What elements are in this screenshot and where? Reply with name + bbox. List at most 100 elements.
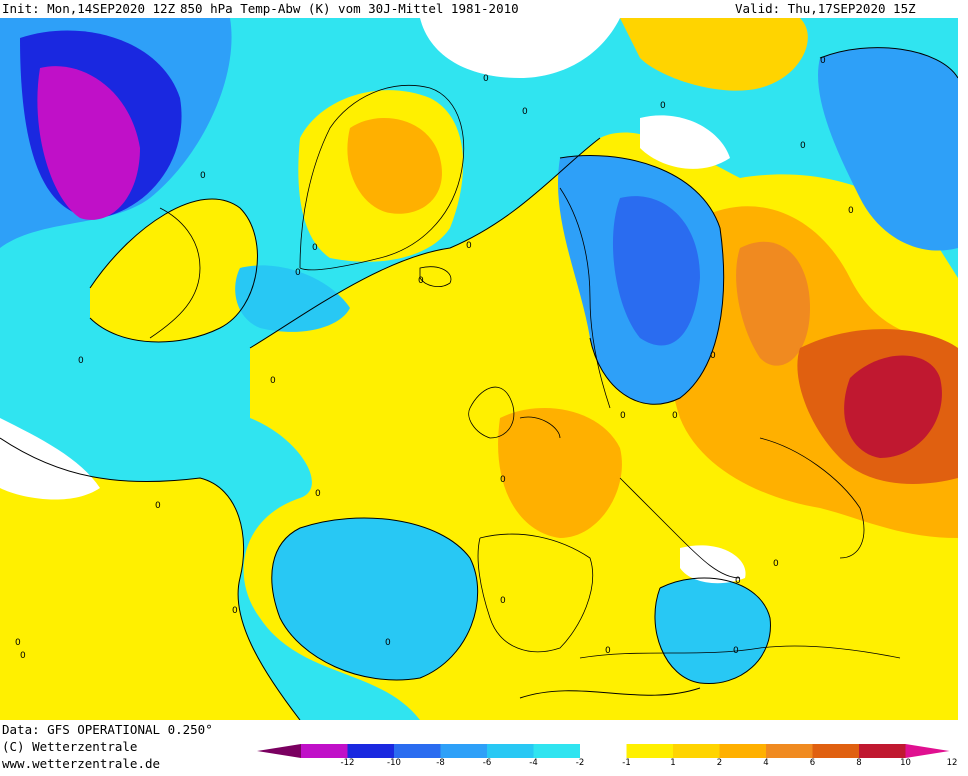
contour-label: 0 <box>500 596 506 606</box>
contour-line <box>89 198 258 343</box>
contour-label: 0 <box>820 56 826 66</box>
website: www.wetterzentrale.de <box>2 756 161 771</box>
contour-label: 0 <box>522 107 528 117</box>
copyright: (C) Wetterzentrale <box>2 739 138 754</box>
extreme-cold-core <box>37 66 141 220</box>
legend-swatch <box>301 744 348 758</box>
uk-coast <box>468 386 515 439</box>
temperature-anomaly-map: 0 0 0 0 0 0 0 0 0 0 0 0 0 0 0 0 0 0 0 0 … <box>0 18 958 720</box>
warm-anomaly-labrador <box>90 199 258 342</box>
legend-swatch <box>719 744 766 758</box>
neutral-patch-west <box>0 418 100 500</box>
contour-label: 0 <box>733 646 739 656</box>
italy-coast <box>619 477 741 579</box>
labrador-coast <box>149 207 201 339</box>
legend-arrow-left <box>257 744 301 758</box>
contour-label: 0 <box>466 241 472 251</box>
legend-arrow-right <box>905 744 950 758</box>
zero-contours <box>0 47 958 720</box>
legend-tick-label: -4 <box>529 758 538 768</box>
legend-tick-label: 1 <box>670 758 676 768</box>
contour-label: 0 <box>270 376 276 386</box>
warm-anomaly-region-southwest <box>0 438 300 720</box>
legend-tick-label: -2 <box>575 758 585 768</box>
contour-label: 0 <box>620 411 626 421</box>
neutral-patch-north <box>640 115 730 169</box>
contour-label: 0 <box>710 351 716 361</box>
contour-label: 0 <box>418 276 424 286</box>
greenland-warm-core <box>347 118 442 214</box>
contour-label: 0 <box>200 171 206 181</box>
greenland-coast <box>299 85 465 271</box>
contour-label: 0 <box>20 651 26 661</box>
contour-label: 0 <box>848 206 854 216</box>
legend-tick-label: -12 <box>340 758 355 768</box>
legend-swatch <box>673 744 720 758</box>
hottest-anomaly-core <box>844 355 942 458</box>
legend-swatch <box>394 744 441 758</box>
legend-tick-label: 10 <box>900 758 911 768</box>
warm-anomaly-arctic <box>620 18 808 91</box>
contour-label: 0 <box>78 356 84 366</box>
contour-labels: 0 0 0 0 0 0 0 0 0 0 0 0 0 0 0 0 0 0 0 0 … <box>15 56 854 661</box>
contour-line <box>519 687 701 699</box>
legend-tick-label: 12 <box>946 758 958 768</box>
siberia-cold-region <box>818 47 958 251</box>
legend-tick-label: 4 <box>763 758 769 768</box>
contour-label: 0 <box>385 638 391 648</box>
chart-footer: Data: GFS OPERATIONAL 0.250° (C) Wetterz… <box>0 720 968 776</box>
product-title: 850 hPa Temp-Abw (K) vom 30J-Mittel 1981… <box>180 1 519 16</box>
legend-tick-label: -10 <box>387 758 401 768</box>
contour-label: 0 <box>660 101 666 111</box>
legend-tick-label: -1 <box>622 758 631 768</box>
legend-swatch <box>626 744 673 758</box>
legend-tick-label: 8 <box>856 758 862 768</box>
legend-tick-label: -6 <box>482 758 492 768</box>
contour-label: 0 <box>312 243 318 253</box>
contour-label: 0 <box>773 559 779 569</box>
north-africa-coast <box>579 645 901 659</box>
color-legend <box>257 744 950 758</box>
init-time: Init: Mon,14SEP2020 12Z <box>2 1 176 16</box>
scandinavia-cold-core <box>612 196 700 346</box>
legend-swatch <box>766 744 813 758</box>
legend-tick-label: -8 <box>436 758 445 768</box>
russia-warm-core <box>736 241 810 366</box>
legend-swatch <box>859 744 906 758</box>
legend-tick-label: 2 <box>716 758 723 768</box>
north-atlantic-cold-region <box>235 265 350 332</box>
contour-label: 0 <box>155 501 161 511</box>
legend-swatch <box>580 744 627 758</box>
iceland-coast <box>419 266 452 288</box>
contour-label: 0 <box>15 638 21 648</box>
legend-swatch <box>533 744 580 758</box>
black-sea-coast <box>759 437 865 559</box>
legend-swatch <box>487 744 534 758</box>
contour-line <box>559 155 725 405</box>
legend-tick-label: 6 <box>809 758 816 768</box>
uk-east-coast <box>519 416 561 439</box>
iberia-coast <box>477 533 594 653</box>
contour-label: 0 <box>605 646 611 656</box>
contour-line <box>271 517 479 681</box>
norway-coast <box>559 187 611 409</box>
coastlines <box>149 85 901 659</box>
contour-line <box>0 437 301 720</box>
neutral-patch-arctic <box>420 18 620 78</box>
neutral-patch-med <box>680 545 746 584</box>
data-source: Data: GFS OPERATIONAL 0.250° <box>2 722 213 737</box>
contour-label: 0 <box>232 606 238 616</box>
contour-label: 0 <box>672 411 678 421</box>
legend-swatch <box>812 744 859 758</box>
chart-header: Init: Mon,14SEP2020 12Z 850 hPa Temp-Abw… <box>0 0 968 18</box>
contour-label: 0 <box>295 268 301 278</box>
contour-line <box>819 47 958 79</box>
contour-line <box>249 137 601 349</box>
contour-label: 0 <box>800 141 806 151</box>
contour-label: 0 <box>735 576 741 586</box>
contour-line <box>654 577 771 685</box>
legend-swatch <box>440 744 487 758</box>
contour-label: 0 <box>500 475 506 485</box>
contour-label: 0 <box>315 489 321 499</box>
legend-swatch <box>347 744 394 758</box>
